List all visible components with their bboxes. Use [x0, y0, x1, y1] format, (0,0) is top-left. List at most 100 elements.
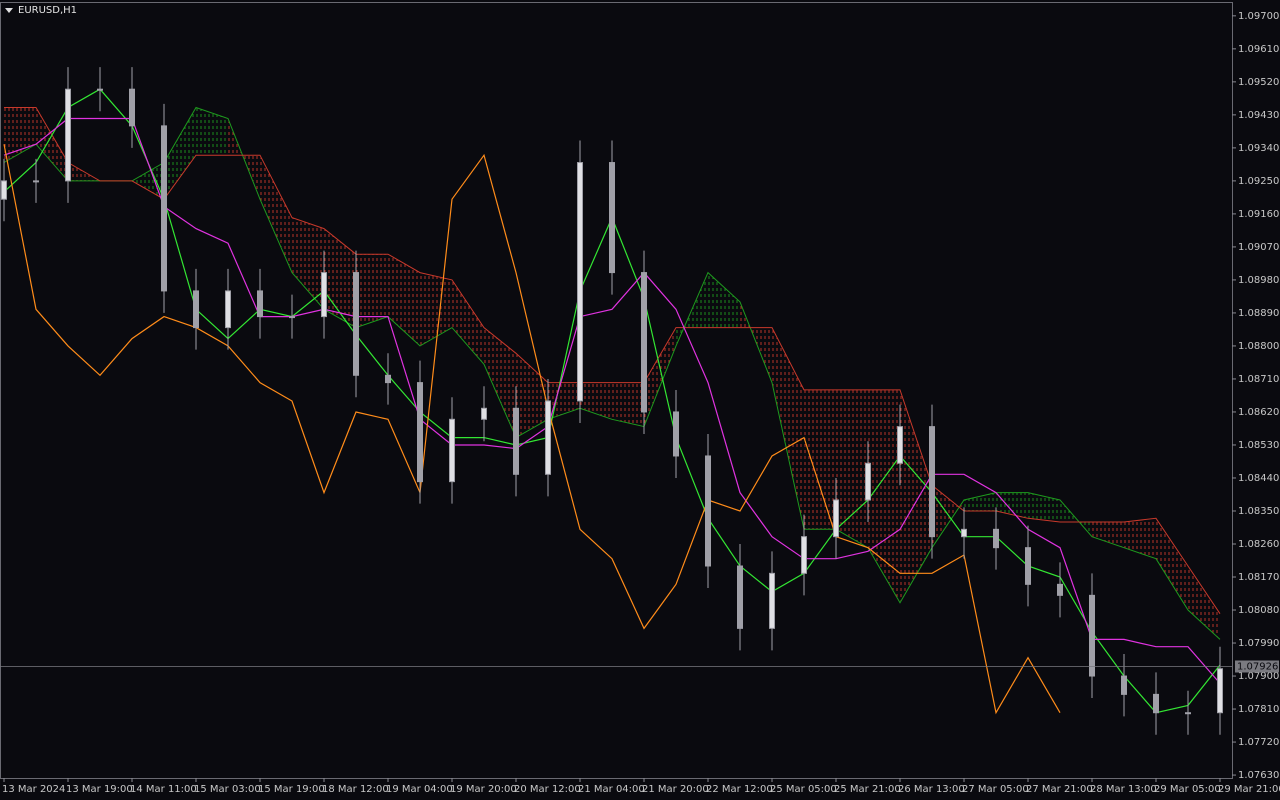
cloud-segment — [292, 217, 324, 310]
cloud-segment — [196, 107, 228, 156]
y-tick-label: 1.07810 — [1238, 704, 1279, 715]
y-tick-label: 1.08170 — [1238, 572, 1279, 583]
x-tick-label: 22 Mar 12:00 — [706, 784, 773, 795]
cloud-segment — [900, 389, 932, 603]
candle-body — [289, 316, 295, 319]
cloud — [3, 106, 1221, 640]
candle-body — [897, 426, 903, 464]
cloud-segment — [868, 389, 900, 603]
y-tick-label: 1.08080 — [1238, 605, 1279, 616]
axes: 1.07630 1.07720 1.07810 1.07900 1.07990 1.080… — [0, 11, 1280, 795]
x-tick-label: 13 Mar 2024 — [2, 784, 65, 795]
y-tick-label: 1.09160 — [1238, 209, 1279, 220]
cloud-segment — [1156, 518, 1188, 611]
cloud-segment — [420, 272, 452, 346]
x-tick-label: 29 Mar 21:00 — [1218, 784, 1280, 795]
y-tick-label: 1.08260 — [1238, 539, 1279, 550]
y-tick-label: 1.08710 — [1238, 374, 1279, 385]
candle-body — [769, 572, 775, 629]
candle-body — [353, 272, 359, 376]
cloud-segment — [516, 353, 548, 438]
y-tick-label: 1.09520 — [1238, 77, 1279, 88]
candle-body — [833, 499, 839, 538]
x-tick-label: 21 Mar 20:00 — [642, 784, 709, 795]
candle-body — [225, 290, 231, 329]
candles — [1, 67, 1223, 735]
y-tick-label: 1.07900 — [1238, 671, 1279, 682]
candle-body — [417, 382, 423, 483]
cloud-segment — [804, 389, 836, 530]
cloud-segment — [708, 272, 740, 328]
y-tick-label: 1.08440 — [1238, 473, 1279, 484]
indicator-line — [3, 144, 1061, 715]
candle-body — [129, 88, 135, 127]
x-tick-label: 15 Mar 19:00 — [258, 784, 325, 795]
x-tick-label: 27 Mar 05:00 — [962, 784, 1029, 795]
candle-body — [1121, 675, 1127, 695]
cloud-segment — [388, 254, 420, 346]
candle-body — [97, 88, 103, 91]
candle-body — [737, 565, 743, 629]
x-tick-label: 19 Mar 04:00 — [386, 784, 453, 795]
candle-body — [993, 528, 999, 549]
cloud-segment — [260, 155, 292, 273]
y-tick-label: 1.09340 — [1238, 143, 1279, 154]
y-tick-label: 1.07990 — [1238, 638, 1279, 649]
y-tick-label: 1.08620 — [1238, 407, 1279, 418]
x-tick-label: 14 Mar 11:00 — [130, 784, 197, 795]
candle-body — [449, 418, 455, 483]
cloud-segment — [1124, 518, 1156, 559]
x-tick-label: 25 Mar 05:00 — [770, 784, 837, 795]
cloud-segment — [836, 389, 868, 548]
cloud-segment — [612, 382, 644, 427]
candle-body — [1185, 712, 1191, 715]
cloud-segment — [36, 107, 68, 181]
cloud-segment — [548, 382, 580, 420]
candle-body — [641, 272, 647, 413]
x-tick-label: 19 Mar 20:00 — [450, 784, 517, 795]
y-tick-label: 1.09430 — [1238, 110, 1279, 121]
candle-body — [321, 272, 327, 318]
current-price-box — [1235, 660, 1279, 673]
candle-body — [161, 125, 167, 292]
x-tick-label: 25 Mar 21:00 — [834, 784, 901, 795]
candle-body — [481, 407, 487, 420]
cloud-segment — [1188, 566, 1220, 640]
x-tick-label: 15 Mar 03:00 — [194, 784, 261, 795]
candle-body — [513, 407, 519, 475]
candle-body — [865, 462, 871, 501]
candle-body — [193, 290, 199, 329]
cloud-segment — [1028, 492, 1060, 522]
y-tick-label: 1.07720 — [1238, 737, 1279, 748]
cloud-span-b — [4, 107, 1221, 614]
candle-body — [577, 162, 583, 402]
cloud-segment — [356, 254, 388, 328]
y-tick-label: 1.07630 — [1238, 770, 1279, 781]
indicator-line — [3, 117, 1221, 684]
cloud-segment — [484, 327, 516, 438]
chart-title: EURUSD,H1 — [18, 5, 77, 16]
candle-body — [1057, 583, 1063, 596]
x-tick-label: 27 Mar 21:00 — [1026, 784, 1093, 795]
candle-body — [65, 88, 71, 182]
candle-body — [673, 411, 679, 457]
y-tick-label: 1.08530 — [1238, 440, 1279, 451]
x-tick-label: 18 Mar 12:00 — [322, 784, 389, 795]
y-tick-label: 1.08350 — [1238, 506, 1279, 517]
x-tick-label: 28 Mar 13:00 — [1090, 784, 1157, 795]
y-tick-label: 1.09610 — [1238, 44, 1279, 55]
plot-frame — [0, 2, 1233, 779]
x-tick-label: 29 Mar 05:00 — [1154, 784, 1221, 795]
candle-body — [929, 426, 935, 538]
x-tick-label: 20 Mar 12:00 — [514, 784, 581, 795]
y-tick-label: 1.08800 — [1238, 341, 1279, 352]
symbol-menu-arrow[interactable] — [5, 8, 13, 13]
cloud-segment — [132, 162, 164, 200]
y-tick-label: 1.08890 — [1238, 308, 1279, 319]
cloud-segment — [4, 107, 36, 163]
candle-body — [1, 180, 7, 200]
cloud-span-a — [3, 106, 1221, 640]
y-tick-label: 1.09700 — [1238, 11, 1279, 22]
candle-body — [257, 290, 263, 318]
